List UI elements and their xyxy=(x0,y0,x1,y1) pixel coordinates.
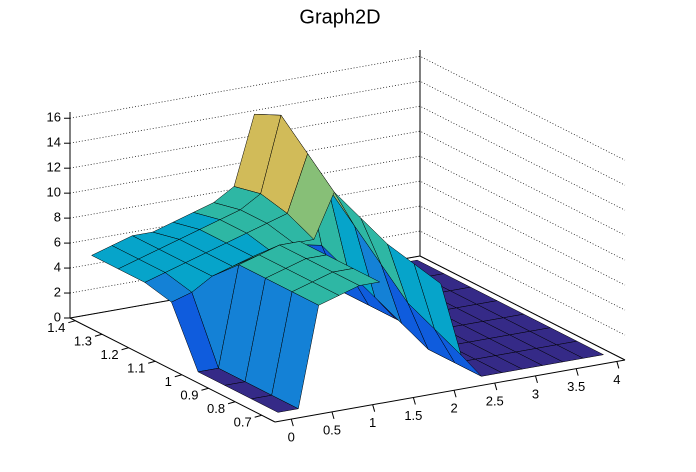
y-tick-label: 0.9 xyxy=(180,388,198,403)
z-tick-label: 4 xyxy=(54,259,61,274)
z-tick-label: 0 xyxy=(54,309,61,324)
x-tick xyxy=(616,361,620,369)
y-tick xyxy=(148,360,156,364)
x-tick-label: 1 xyxy=(369,415,376,430)
y-tick-label: 1.2 xyxy=(100,347,118,362)
x-tick-label: 0 xyxy=(288,430,295,445)
x-tick-label: 3.5 xyxy=(567,379,585,394)
surface-cell xyxy=(250,394,300,413)
x-tick xyxy=(575,368,579,376)
x-tick xyxy=(331,411,335,420)
z-tick-label: 6 xyxy=(54,235,61,250)
z-tick-label: 14 xyxy=(47,135,61,150)
x-tick xyxy=(372,404,376,412)
y-tick-label: 1.3 xyxy=(74,334,92,349)
y-tick xyxy=(227,401,236,405)
y-tick-label: 0.7 xyxy=(234,415,252,430)
y-tick xyxy=(254,414,262,418)
z-tick-label: 8 xyxy=(54,210,61,225)
y-tick xyxy=(68,320,76,324)
x-tick-label: 3 xyxy=(532,386,539,401)
x-tick xyxy=(453,390,457,398)
x-tick xyxy=(494,382,498,391)
z-tick-label: 12 xyxy=(47,160,61,175)
y-tick-label: 1 xyxy=(165,374,172,389)
x-tick-label: 0.5 xyxy=(323,422,341,437)
y-tick-label: 1.1 xyxy=(127,361,145,376)
box-edge xyxy=(69,317,276,423)
x-tick-label: 4 xyxy=(613,372,620,387)
x-tick-label: 2.5 xyxy=(486,394,504,409)
y-tick xyxy=(201,387,209,391)
surface-cell xyxy=(413,263,462,356)
chart-title: Graph2D xyxy=(299,6,380,28)
y-tick xyxy=(174,374,182,378)
z-tick-label: 16 xyxy=(47,110,61,125)
y-tick xyxy=(94,333,103,337)
x-tick xyxy=(534,375,538,383)
x-tick-label: 2 xyxy=(450,401,457,416)
x-tick xyxy=(412,397,416,405)
box-edge xyxy=(274,359,626,423)
x-tick-label: 1.5 xyxy=(404,408,422,423)
x-tick xyxy=(290,418,294,427)
y-tick-label: 1.4 xyxy=(47,320,65,335)
z-tick-label: 2 xyxy=(54,284,61,299)
y-tick-label: 0.8 xyxy=(207,401,225,416)
y-tick xyxy=(121,347,129,351)
z-tick-label: 10 xyxy=(47,185,61,200)
